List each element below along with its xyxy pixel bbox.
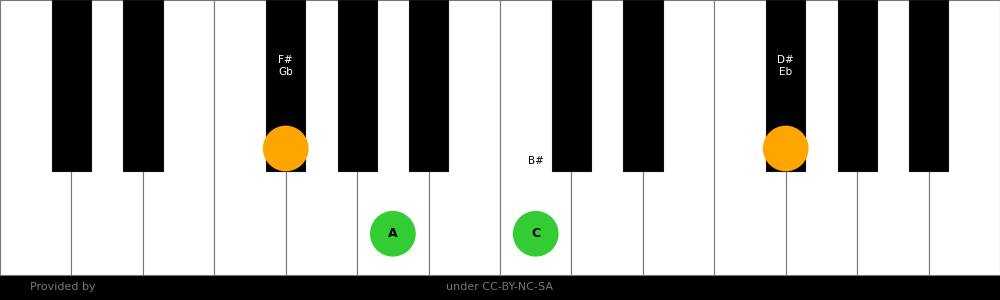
Bar	[786, 0, 857, 275]
Bar	[500, 0, 571, 275]
Bar	[623, 0, 663, 170]
Bar	[52, 0, 91, 170]
Bar	[286, 0, 357, 275]
Text: D#: D#	[777, 55, 794, 65]
Bar	[71, 0, 143, 275]
Bar	[143, 0, 214, 275]
Bar	[766, 0, 805, 170]
Bar	[123, 0, 162, 170]
Bar	[409, 0, 448, 170]
Circle shape	[370, 211, 416, 256]
Text: C: C	[531, 227, 540, 240]
Circle shape	[263, 126, 309, 171]
Bar	[0, 0, 71, 275]
Bar	[552, 0, 591, 170]
Bar	[929, 0, 1000, 275]
Bar	[857, 0, 929, 275]
Bar	[714, 0, 786, 275]
Text: under CC-BY-NC-SA: under CC-BY-NC-SA	[446, 283, 554, 292]
Text: Eb: Eb	[779, 67, 792, 77]
Circle shape	[763, 126, 809, 171]
Text: Provided by: Provided by	[30, 283, 96, 292]
Bar	[338, 0, 377, 170]
Bar	[214, 0, 286, 275]
Bar	[357, 0, 429, 275]
Bar	[909, 0, 948, 170]
Text: B#: B#	[528, 155, 544, 166]
Text: A: A	[388, 227, 398, 240]
Bar	[0, 275, 1000, 300]
Bar	[643, 0, 714, 275]
Text: Gb: Gb	[278, 67, 293, 77]
Bar	[838, 0, 877, 170]
Text: F#: F#	[278, 55, 293, 65]
Bar	[571, 0, 643, 275]
Bar	[429, 0, 500, 275]
Bar	[266, 0, 305, 170]
Circle shape	[513, 211, 559, 256]
